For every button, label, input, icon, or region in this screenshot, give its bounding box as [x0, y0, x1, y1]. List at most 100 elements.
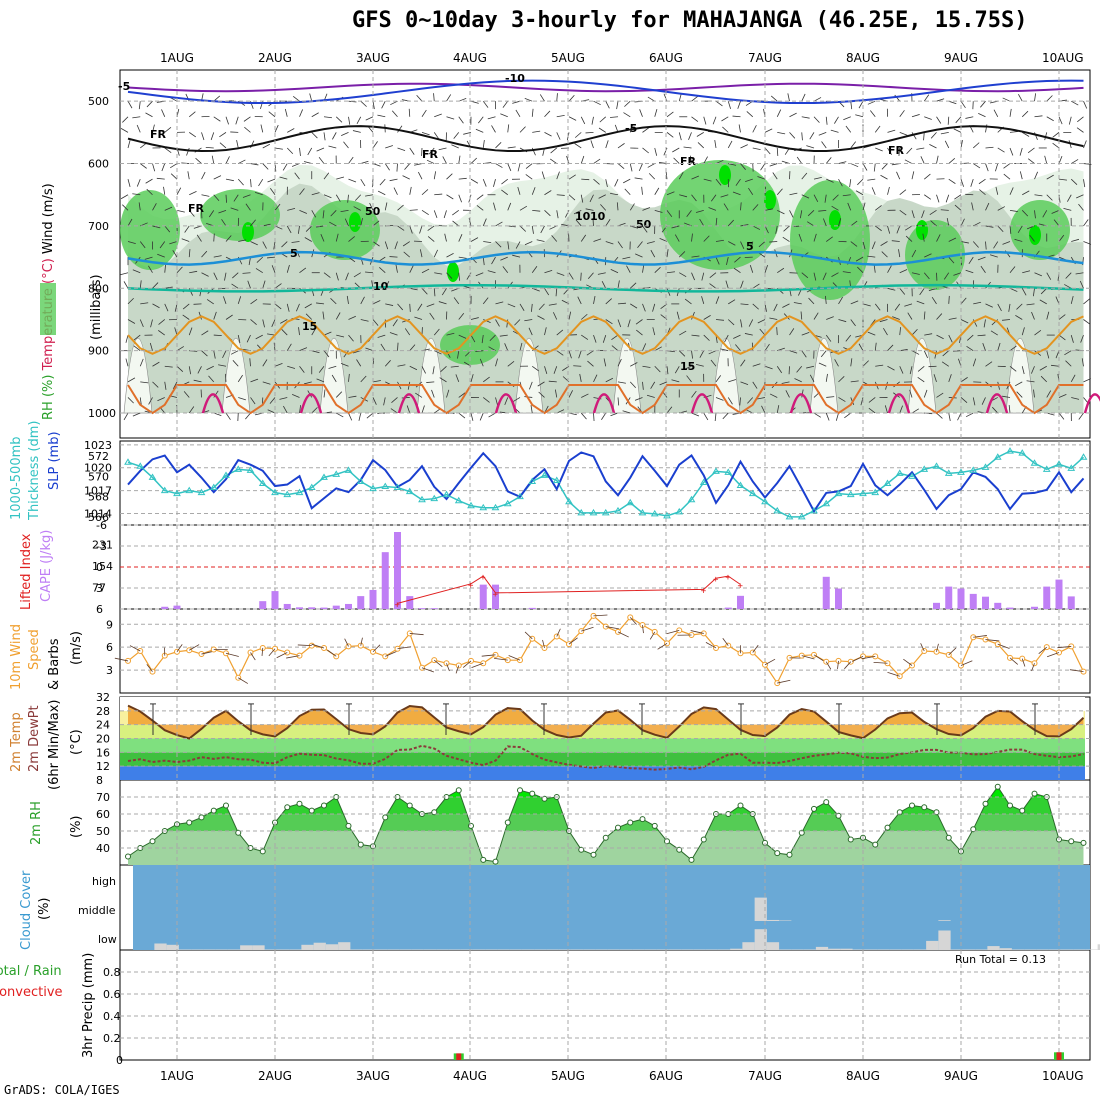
cloud-bar-low — [252, 945, 265, 950]
wind-barb — [120, 272, 129, 276]
wind-barb — [775, 225, 778, 234]
wind-barb — [390, 408, 398, 414]
wind-barb — [674, 366, 680, 374]
rh-point — [847, 836, 854, 843]
wind-barb — [318, 157, 325, 164]
cloud-bar-low — [387, 949, 400, 950]
wind-barb — [415, 392, 423, 398]
wind-barb — [482, 179, 487, 187]
wind-barb — [195, 157, 202, 164]
contour-label: 15 — [302, 320, 317, 333]
wind-barb — [936, 98, 945, 102]
lifted-index-tick-label: -3 — [96, 540, 107, 553]
wind-barb-10m — [581, 626, 594, 632]
cape-bar — [271, 591, 279, 609]
wind-barb — [541, 171, 545, 180]
wind-barb — [262, 381, 271, 385]
wind-barb-10m — [176, 644, 183, 652]
wind-barb — [512, 100, 521, 104]
cape-bar — [345, 603, 352, 609]
wind-barb — [1003, 163, 1011, 169]
cloud-bar-low — [178, 949, 192, 950]
wind-barb — [353, 206, 361, 211]
wind-barb — [801, 331, 810, 336]
cloud-bar-low — [460, 949, 473, 950]
wind-barb — [752, 147, 761, 151]
wind-barb — [764, 147, 771, 155]
wind-barb — [589, 194, 594, 203]
wind-barb — [499, 334, 508, 337]
wind-barb — [409, 265, 414, 273]
cape-bar — [332, 605, 340, 609]
wind-barb — [161, 109, 166, 117]
wind-barb — [642, 264, 645, 273]
wind-barb — [796, 366, 803, 373]
thickness-point — [552, 476, 561, 483]
wind-barb — [691, 233, 693, 242]
upper-label-wind: Wind (m/s) — [41, 183, 56, 254]
wind-barb — [531, 108, 534, 117]
wind-barb — [335, 194, 341, 202]
wind-barb — [299, 267, 307, 274]
wind-barb — [396, 163, 398, 172]
wind-barb — [385, 303, 394, 306]
wind-barb — [1055, 296, 1060, 305]
wind-barb — [789, 350, 798, 354]
wind-barb — [372, 300, 381, 305]
wind-barb — [507, 241, 510, 250]
wind-barb — [842, 271, 851, 274]
wind-barb — [225, 156, 230, 164]
wind-barb — [993, 109, 999, 117]
wind-barb — [379, 178, 386, 186]
wind-barb — [475, 128, 484, 133]
wind-barb — [970, 179, 974, 187]
wind-barb — [243, 116, 251, 122]
upper-ylabel: (millibars) — [89, 274, 104, 340]
wind-barb — [218, 364, 227, 367]
wind-barb — [519, 225, 527, 232]
wind-barb — [287, 365, 296, 369]
wind-barb — [727, 397, 733, 405]
wind-barb — [360, 218, 363, 227]
wind-barb — [122, 116, 129, 123]
wind-barb — [868, 397, 876, 403]
contour-label: 10 — [373, 280, 389, 293]
cape-bar — [1006, 607, 1014, 609]
cloud-bar-low — [632, 949, 645, 950]
wind-barb — [1016, 303, 1023, 310]
wind-barb — [874, 342, 877, 351]
cloud-bar-low — [1060, 949, 1074, 950]
rh-tick-label: 40 — [96, 842, 110, 855]
wind-barb — [822, 272, 827, 281]
wind-barb — [593, 334, 597, 343]
cloud-bar-low — [289, 949, 302, 950]
wind-barb — [491, 256, 496, 265]
wind-barb — [1009, 365, 1017, 372]
wind-barb — [377, 190, 386, 196]
wind-barb — [322, 311, 325, 320]
wind-barb — [934, 350, 937, 359]
thickness-point — [307, 483, 316, 491]
wind-barb — [921, 210, 925, 218]
wind-barb — [392, 319, 398, 327]
precip-total-rain-label: Total / Rain — [0, 964, 62, 979]
wind-barb — [250, 319, 257, 325]
cape-tick-label: 154 — [92, 560, 113, 573]
wind-barb — [674, 234, 680, 242]
wind-barb — [256, 256, 264, 263]
wind-barb — [434, 272, 443, 275]
wind-barb — [899, 110, 905, 118]
rh-point — [737, 802, 744, 809]
wind-barb — [857, 178, 864, 186]
wind-barb — [896, 171, 901, 180]
wind-barb — [850, 141, 856, 149]
wind-barb — [549, 225, 557, 230]
wind-barb — [697, 142, 705, 149]
wind-barb — [605, 377, 614, 383]
wind-barb — [776, 405, 780, 414]
wind-barb — [555, 288, 558, 297]
cloud-unit: (%) — [37, 898, 52, 921]
wind-barb — [646, 241, 655, 244]
wind-barb — [360, 100, 367, 107]
